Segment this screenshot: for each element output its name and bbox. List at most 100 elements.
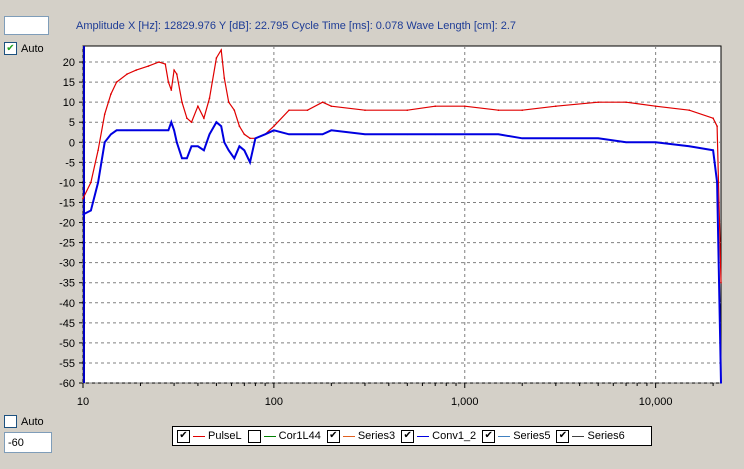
data-point — [625, 101, 627, 103]
legend-checkbox[interactable]: ✔ — [556, 429, 570, 443]
data-point — [716, 125, 718, 127]
data-point — [712, 149, 714, 152]
legend-item[interactable]: Cor1L44 — [247, 429, 321, 443]
data-point — [215, 121, 218, 123]
data-point — [434, 133, 437, 136]
legend: ✔ PulseL Cor1L44 ✔ Series3 ✔ Conv1_2 ✔ Series5 ✔ S… — [172, 426, 652, 446]
y-tick-label: 20 — [63, 57, 75, 69]
auto-bottom-label: Auto — [21, 415, 44, 428]
data-point — [364, 133, 366, 136]
y-tick-label: -30 — [59, 258, 75, 270]
data-point — [223, 141, 226, 144]
legend-swatch — [263, 435, 276, 437]
x-tick-label: 100 — [265, 396, 283, 408]
legend-checkbox[interactable]: ✔ — [177, 429, 190, 443]
data-point — [521, 137, 523, 140]
data-point — [181, 101, 183, 103]
data-point — [273, 125, 275, 127]
data-point — [688, 109, 691, 111]
data-point — [321, 133, 324, 136]
data-point — [173, 69, 175, 71]
auto-bottom-checkbox[interactable] — [4, 415, 17, 428]
series-line-conv1_2 — [82, 119, 722, 384]
data-point — [170, 89, 173, 91]
legend-label: Series6 — [587, 430, 625, 442]
data-point — [227, 149, 230, 152]
auto-top-toggle[interactable]: ✔ Auto — [4, 42, 44, 55]
data-point — [227, 101, 230, 103]
y-tick-label: -50 — [59, 338, 75, 350]
legend-item[interactable]: ✔ Series5 — [482, 429, 551, 443]
data-point — [181, 157, 183, 160]
y-tick-label: 5 — [69, 117, 75, 129]
auto-bottom-toggle[interactable]: Auto — [4, 415, 44, 428]
data-point — [497, 109, 500, 111]
data-point — [167, 81, 170, 83]
data-point — [167, 129, 170, 132]
legend-item[interactable]: ✔ Series6 — [556, 429, 625, 443]
data-point — [190, 121, 193, 123]
data-point — [712, 117, 714, 119]
legend-checkbox[interactable] — [247, 429, 261, 443]
legend-label: Series5 — [513, 430, 551, 442]
cursor-readout: Amplitude X [Hz]: 12829.976 Y [dB]: 22.7… — [76, 20, 517, 32]
data-point — [176, 73, 178, 75]
legend-item[interactable]: ✔ Conv1_2 — [401, 429, 476, 443]
data-point — [173, 129, 175, 132]
y-tick-label: -60 — [59, 378, 75, 390]
data-point — [115, 129, 118, 132]
y-tick-label: 0 — [69, 137, 75, 149]
legend-item[interactable]: ✔ PulseL — [177, 429, 242, 443]
legend-swatch — [417, 435, 430, 437]
data-point — [464, 105, 466, 107]
data-point — [110, 93, 112, 95]
data-point — [406, 133, 409, 136]
data-point — [110, 133, 112, 136]
auto-top-label: Auto — [21, 42, 44, 55]
y-tick-label: 10 — [63, 97, 75, 109]
data-point — [434, 105, 437, 107]
y-tick-label: -20 — [59, 218, 75, 230]
data-point — [223, 77, 226, 79]
data-point — [220, 125, 222, 127]
y-tick-label: -40 — [59, 298, 75, 310]
data-point — [555, 137, 557, 140]
top-value-input[interactable] — [4, 16, 49, 35]
y-tick-label: -5 — [65, 157, 75, 169]
data-point — [103, 113, 106, 115]
data-point — [97, 181, 99, 184]
data-point — [238, 145, 241, 148]
data-point — [203, 149, 205, 152]
data-point — [164, 63, 167, 65]
legend-checkbox[interactable]: ✔ — [326, 429, 340, 443]
data-point — [306, 133, 309, 136]
bottom-value-input[interactable] — [4, 432, 52, 453]
series-line-pulsel — [82, 48, 722, 283]
data-point — [208, 133, 211, 136]
legend-checkbox[interactable]: ✔ — [401, 429, 415, 443]
x-tick-label: 10,000 — [639, 396, 673, 408]
data-point — [82, 197, 84, 200]
data-point — [139, 129, 142, 132]
data-point — [288, 109, 290, 111]
data-point — [158, 129, 160, 132]
data-point — [176, 141, 178, 144]
data-point — [103, 141, 106, 144]
data-point — [330, 129, 333, 132]
data-point — [233, 157, 236, 160]
legend-item[interactable]: ✔ Series3 — [326, 429, 395, 443]
legend-checkbox[interactable]: ✔ — [482, 429, 496, 443]
legend-swatch — [498, 435, 511, 437]
data-point — [273, 129, 275, 132]
data-point — [147, 65, 150, 67]
legend-label: Cor1L44 — [278, 430, 321, 442]
data-point — [197, 145, 199, 148]
data-point — [186, 157, 188, 160]
legend-swatch — [193, 435, 205, 437]
x-tick-label: 1,000 — [451, 396, 479, 408]
data-point — [243, 149, 246, 152]
data-point — [115, 81, 118, 83]
auto-top-checkbox[interactable]: ✔ — [4, 42, 17, 55]
y-tick-label: -45 — [59, 318, 75, 330]
